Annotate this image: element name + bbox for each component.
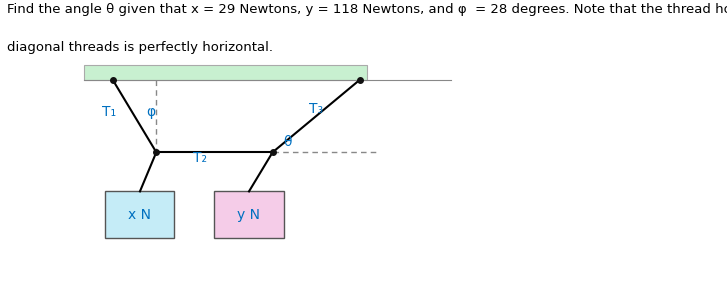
Bar (84, 65, 367, 80)
Text: T₃: T₃ (309, 102, 324, 116)
Text: φ: φ (147, 105, 156, 119)
Text: Find the angle θ given that x = 29 Newtons, y = 118 Newtons, and φ  = 28 degrees: Find the angle θ given that x = 29 Newto… (7, 3, 727, 16)
Text: θ: θ (283, 135, 292, 148)
Bar (214, 191, 284, 238)
Text: T₂: T₂ (193, 151, 207, 165)
Text: y N: y N (238, 208, 260, 222)
Bar (105, 191, 174, 238)
Text: x N: x N (129, 208, 151, 222)
Text: diagonal threads is perfectly horizontal.: diagonal threads is perfectly horizontal… (7, 41, 273, 54)
Text: T₁: T₁ (102, 105, 116, 119)
